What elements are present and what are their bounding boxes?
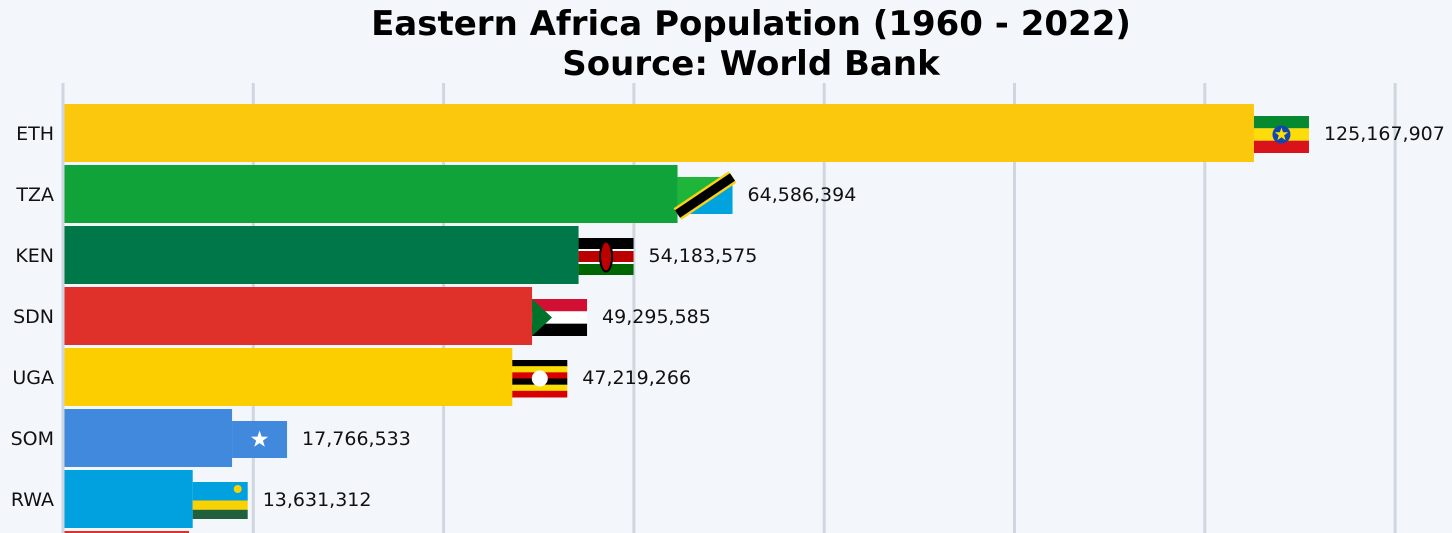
kenya-flag xyxy=(578,238,634,275)
bar xyxy=(63,409,233,467)
flag-part xyxy=(1253,116,1309,129)
bar xyxy=(63,165,678,223)
data-label: 54,183,575 xyxy=(649,245,758,267)
bar-partial xyxy=(63,531,189,533)
flag-star xyxy=(1274,127,1289,141)
flag-part xyxy=(512,390,568,398)
flag-part xyxy=(192,500,248,510)
flag-part xyxy=(675,173,736,218)
bar xyxy=(63,470,193,528)
data-label: 13,631,312 xyxy=(263,489,372,511)
chart-subtitle: Source: World Bank xyxy=(562,44,940,84)
data-label: 64,586,394 xyxy=(748,184,857,206)
flag-star xyxy=(250,430,269,447)
flag-part xyxy=(512,366,568,373)
tick-label: ETH xyxy=(16,123,54,145)
flag-part xyxy=(1253,140,1309,153)
flag-sun xyxy=(233,485,242,493)
flag-part xyxy=(512,360,568,367)
rwanda-flag xyxy=(192,482,248,519)
flag-part xyxy=(192,482,248,501)
data-label: 17,766,533 xyxy=(302,428,411,450)
flag-part xyxy=(532,323,588,336)
flag-shield xyxy=(599,240,614,273)
flag-emblem xyxy=(531,370,548,387)
somalia-flag xyxy=(232,421,288,458)
flag-part xyxy=(532,299,588,312)
tick-label: TZA xyxy=(15,184,54,206)
tick-label: RWA xyxy=(11,489,54,511)
data-label: 125,167,907 xyxy=(1324,123,1445,145)
bar xyxy=(63,104,1254,162)
bar xyxy=(63,348,513,406)
ethiopia-flag xyxy=(1253,116,1309,153)
sudan-flag xyxy=(532,299,588,336)
flag-part xyxy=(512,384,568,392)
data-label: 47,219,266 xyxy=(582,367,691,389)
data-label: 49,295,585 xyxy=(602,306,711,328)
bar xyxy=(63,287,533,345)
tick-label: SDN xyxy=(13,306,54,328)
flag-part xyxy=(192,509,248,519)
bar xyxy=(63,226,579,284)
tanzania-flag xyxy=(673,171,737,220)
tick-label: UGA xyxy=(12,367,54,389)
uganda-flag xyxy=(512,360,568,398)
tick-label: KEN xyxy=(15,245,54,267)
flag-part xyxy=(532,299,553,336)
chart-title: Eastern Africa Population (1960 - 2022) xyxy=(371,4,1131,44)
tick-label: SOM xyxy=(11,428,54,450)
